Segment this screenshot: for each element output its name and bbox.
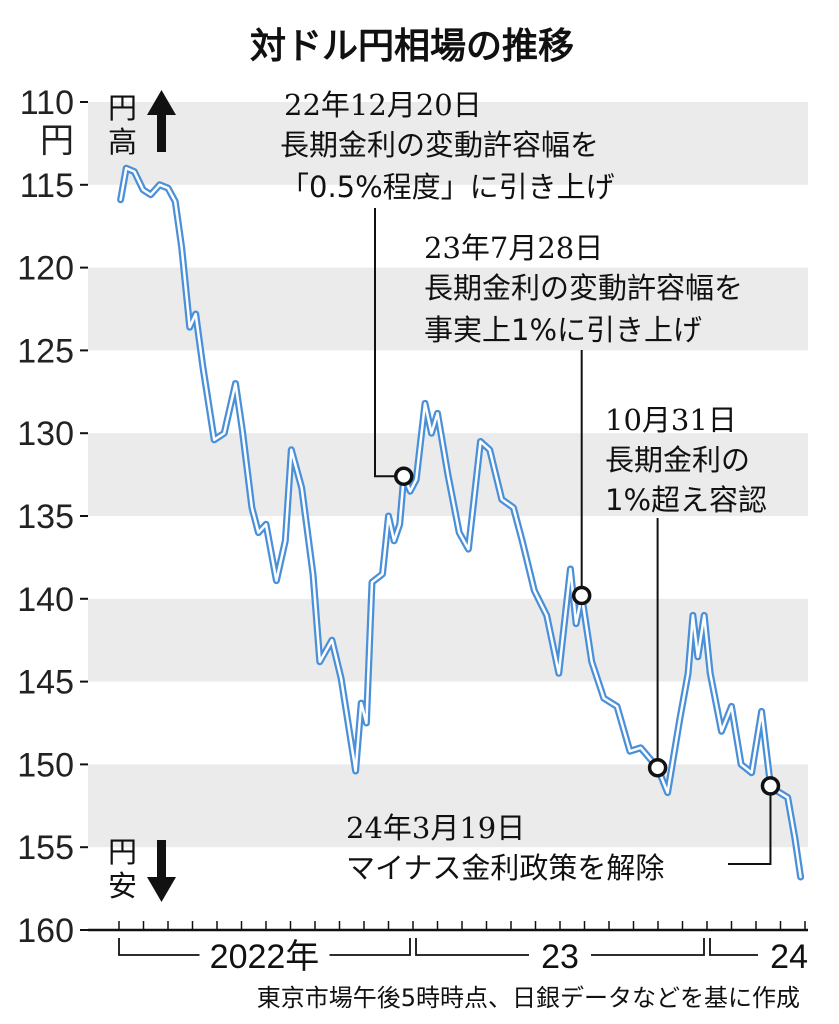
- annotation-text: 「0.5%程度」に引き上げ: [280, 170, 615, 204]
- grid-bands: [88, 102, 808, 848]
- y-tick-label: 130: [17, 415, 74, 453]
- y-tick-label: 120: [17, 250, 74, 288]
- y-tick-label: 160: [17, 912, 74, 950]
- year-bracket: 23: [415, 933, 705, 976]
- series-line: [117, 164, 805, 881]
- annotation-text: 長期金利の変動許容幅を: [424, 271, 743, 305]
- arrow-down-icon: [147, 840, 176, 902]
- year-label: 24: [770, 938, 808, 976]
- chart-title: 対ドル円相場の推移: [250, 26, 574, 67]
- year-label-bg: [758, 933, 814, 973]
- y-tick-label: 145: [17, 664, 74, 702]
- x-axis: 2022年 23 24: [88, 921, 814, 976]
- grid-band: [88, 267, 808, 351]
- annotation-marker: [760, 776, 781, 796]
- annotation-marker: [647, 757, 668, 778]
- annotation-text: マイナス金利政策を解除: [346, 851, 664, 885]
- yen-strong-text-1: 円: [108, 91, 137, 125]
- annotations: 22年12月20日長期金利の変動許容幅を「0.5%程度」に引き上げ23年7月28…: [280, 88, 781, 885]
- annotation-text: 事実上1%に引き上げ: [424, 313, 702, 347]
- grid-band: [88, 764, 808, 848]
- annotation-text: 長期金利の: [605, 443, 750, 477]
- yen-weak-label: 円 安: [108, 835, 176, 903]
- year-bracket: 2022年: [118, 933, 411, 976]
- y-tick-label: 125: [17, 332, 74, 370]
- annotation-text: 23年7月28日: [424, 231, 603, 265]
- source-note: 東京市場午後5時時点、日銀データなどを基に作成: [257, 984, 800, 1012]
- annotation-leader-line: [728, 785, 772, 865]
- year-bracket: 24: [709, 933, 814, 976]
- yen-strong-label: 円 高: [108, 90, 176, 159]
- annotation-text: 1%超え容認: [605, 483, 767, 517]
- year-label: 23: [541, 938, 579, 976]
- yen-weak-text-1: 円: [108, 835, 137, 869]
- y-tick-label: 140: [17, 581, 74, 619]
- annotation-text: 10月31日: [605, 403, 737, 437]
- y-axis: 110 115 120 125 130 135 140 145 150 155 160 円: [17, 84, 88, 950]
- y-tick-label: 150: [17, 746, 74, 784]
- y-tick-label: 115: [20, 167, 74, 205]
- annotation-marker: [571, 585, 592, 606]
- y-tick-label: 135: [17, 498, 74, 536]
- annotation-text: 22年12月20日: [284, 88, 482, 122]
- annotation-marker: [394, 466, 414, 487]
- year-label-bg: [529, 933, 591, 973]
- annotation-text: 24年3月19日: [346, 811, 525, 845]
- grid-band: [88, 102, 808, 185]
- yen-strong-text-2: 高: [108, 125, 137, 159]
- annotation-text: 長期金利の変動許容幅を: [280, 128, 599, 162]
- year-label: 2022年: [210, 938, 320, 976]
- y-unit-label: 円: [40, 122, 74, 160]
- series-line-inner: [119, 166, 802, 879]
- y-tick-label: 155: [17, 829, 74, 867]
- year-label-bg: [199, 933, 330, 973]
- y-tick-label: 110: [20, 84, 74, 122]
- arrow-up-icon: [147, 90, 176, 152]
- yen-weak-text-2: 安: [108, 869, 137, 903]
